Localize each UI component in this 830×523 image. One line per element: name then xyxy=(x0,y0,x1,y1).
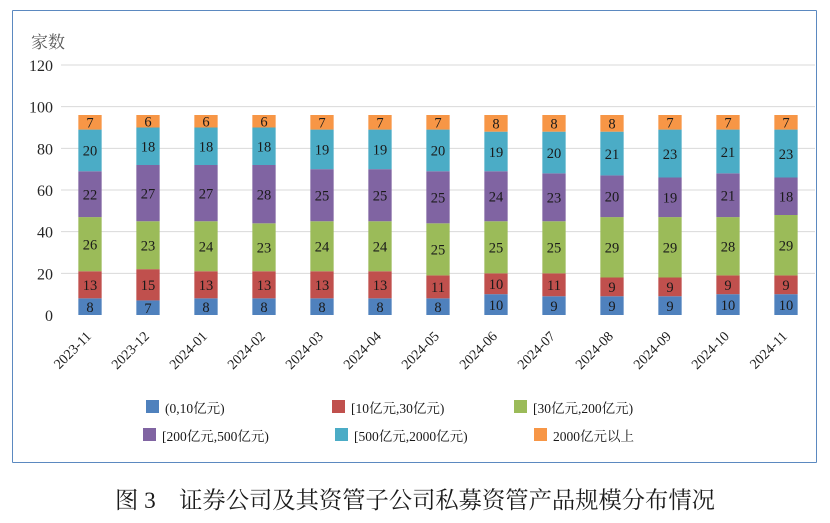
svg-text:8: 8 xyxy=(550,117,557,133)
svg-text:25: 25 xyxy=(489,241,504,257)
svg-text:9: 9 xyxy=(608,280,615,296)
svg-text:25: 25 xyxy=(373,189,388,205)
svg-text:6: 6 xyxy=(202,115,209,131)
svg-text:10: 10 xyxy=(489,298,504,314)
svg-text:2024-05: 2024-05 xyxy=(399,329,443,373)
svg-text:25: 25 xyxy=(431,243,446,259)
svg-text:10: 10 xyxy=(779,298,794,314)
svg-text:18: 18 xyxy=(199,140,214,156)
svg-text:20: 20 xyxy=(605,190,620,206)
svg-text:25: 25 xyxy=(315,189,330,205)
svg-text:2024-11: 2024-11 xyxy=(748,329,791,372)
svg-text:29: 29 xyxy=(663,241,678,257)
svg-text:13: 13 xyxy=(257,278,272,294)
svg-text:19: 19 xyxy=(373,143,388,159)
svg-text:24: 24 xyxy=(199,240,214,256)
svg-text:0: 0 xyxy=(45,308,53,325)
svg-text:26: 26 xyxy=(83,237,98,253)
svg-text:24: 24 xyxy=(315,240,330,256)
svg-text:2024-02: 2024-02 xyxy=(225,329,269,373)
svg-text:7: 7 xyxy=(86,116,93,132)
svg-text:27: 27 xyxy=(141,186,156,202)
svg-text:2024-10: 2024-10 xyxy=(689,329,733,373)
svg-text:2024-09: 2024-09 xyxy=(631,329,675,373)
svg-text:23: 23 xyxy=(257,241,272,257)
svg-text:23: 23 xyxy=(663,147,678,163)
svg-text:8: 8 xyxy=(86,300,93,316)
svg-text:7: 7 xyxy=(318,116,325,132)
svg-text:24: 24 xyxy=(373,240,388,256)
svg-text:8: 8 xyxy=(260,300,267,316)
svg-text:80: 80 xyxy=(37,141,53,158)
svg-text:13: 13 xyxy=(199,278,214,294)
svg-text:9: 9 xyxy=(666,299,673,315)
svg-text:25: 25 xyxy=(431,191,446,207)
svg-text:21: 21 xyxy=(721,189,736,205)
svg-text:13: 13 xyxy=(83,278,98,294)
svg-text:40: 40 xyxy=(37,225,53,242)
svg-text:9: 9 xyxy=(666,280,673,296)
svg-text:2023-12: 2023-12 xyxy=(109,329,153,373)
svg-text:28: 28 xyxy=(257,187,272,203)
svg-text:2024-04: 2024-04 xyxy=(341,329,385,373)
svg-text:8: 8 xyxy=(608,117,615,133)
svg-text:2024-03: 2024-03 xyxy=(283,329,327,373)
svg-text:25: 25 xyxy=(547,241,562,257)
svg-text:20: 20 xyxy=(431,144,446,160)
svg-text:19: 19 xyxy=(663,191,678,207)
svg-text:8: 8 xyxy=(318,300,325,316)
svg-text:60: 60 xyxy=(37,183,53,200)
svg-text:2024-07: 2024-07 xyxy=(515,329,559,373)
svg-text:9: 9 xyxy=(724,278,731,294)
svg-text:18: 18 xyxy=(141,140,156,156)
svg-text:24: 24 xyxy=(489,190,504,206)
svg-text:7: 7 xyxy=(782,116,789,132)
svg-text:23: 23 xyxy=(779,147,794,163)
svg-text:8: 8 xyxy=(492,117,499,133)
svg-text:21: 21 xyxy=(605,147,620,163)
svg-text:28: 28 xyxy=(721,240,736,256)
svg-text:18: 18 xyxy=(257,140,272,156)
svg-text:9: 9 xyxy=(608,299,615,315)
svg-text:9: 9 xyxy=(550,299,557,315)
svg-text:2024-01: 2024-01 xyxy=(167,329,211,373)
svg-text:6: 6 xyxy=(144,115,151,131)
svg-text:2024-08: 2024-08 xyxy=(573,329,617,373)
svg-text:13: 13 xyxy=(315,278,330,294)
svg-text:11: 11 xyxy=(547,278,561,294)
svg-text:21: 21 xyxy=(721,145,736,161)
svg-text:18: 18 xyxy=(779,190,794,206)
svg-text:7: 7 xyxy=(434,116,441,132)
svg-text:20: 20 xyxy=(547,146,562,162)
svg-text:7: 7 xyxy=(144,301,151,317)
svg-text:19: 19 xyxy=(489,145,504,161)
svg-text:23: 23 xyxy=(141,239,156,255)
svg-text:27: 27 xyxy=(199,186,214,202)
svg-text:13: 13 xyxy=(373,278,388,294)
svg-text:9: 9 xyxy=(782,278,789,294)
svg-text:100: 100 xyxy=(29,100,53,117)
svg-text:20: 20 xyxy=(83,144,98,160)
svg-text:11: 11 xyxy=(431,280,445,296)
svg-text:20: 20 xyxy=(37,266,53,283)
svg-text:29: 29 xyxy=(779,239,794,255)
svg-text:8: 8 xyxy=(202,300,209,316)
svg-text:2024-06: 2024-06 xyxy=(457,329,501,373)
svg-text:15: 15 xyxy=(141,278,156,294)
svg-text:29: 29 xyxy=(605,241,620,257)
svg-text:7: 7 xyxy=(724,116,731,132)
svg-text:2023-11: 2023-11 xyxy=(52,329,95,372)
svg-text:10: 10 xyxy=(721,298,736,314)
svg-text:8: 8 xyxy=(434,300,441,316)
svg-text:10: 10 xyxy=(489,277,504,293)
svg-text:22: 22 xyxy=(83,187,98,203)
svg-text:7: 7 xyxy=(666,116,673,132)
svg-text:19: 19 xyxy=(315,143,330,159)
svg-text:8: 8 xyxy=(376,300,383,316)
svg-text:7: 7 xyxy=(376,116,383,132)
svg-text:23: 23 xyxy=(547,191,562,207)
svg-text:6: 6 xyxy=(260,115,267,131)
svg-text:120: 120 xyxy=(29,58,53,75)
